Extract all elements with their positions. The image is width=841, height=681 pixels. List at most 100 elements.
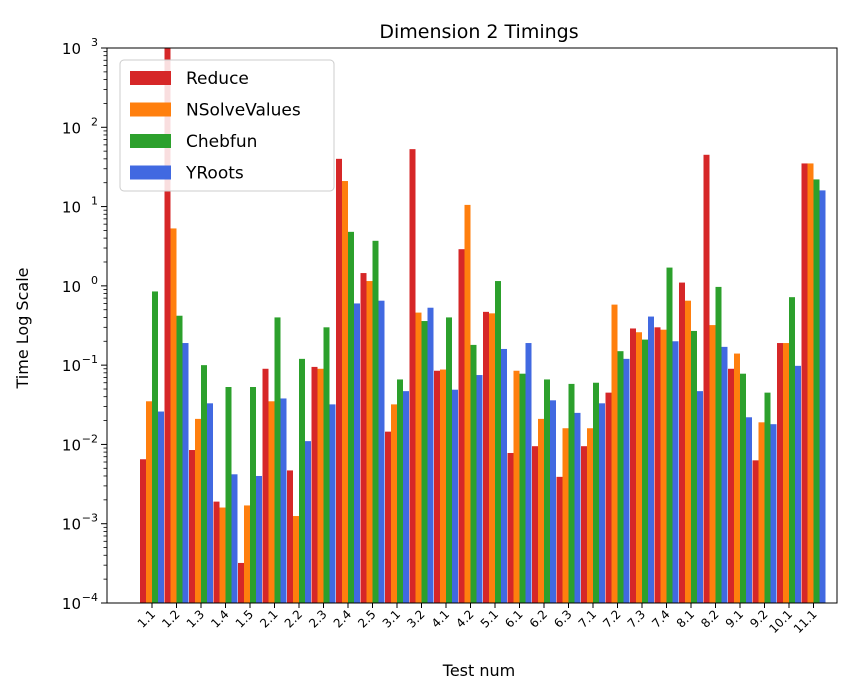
bar-NSolveValues-10.1	[783, 343, 789, 603]
bar-Reduce-9.1	[728, 368, 734, 603]
bar-NSolveValues-7.4	[660, 329, 667, 603]
bar-NSolveValues-9.1	[734, 353, 740, 603]
x-tick-label: 10.1	[766, 607, 795, 636]
bar-Chebfun-6.2	[544, 379, 550, 603]
bar-YRoots-9.2	[770, 424, 777, 603]
bar-YRoots-2.4	[354, 303, 360, 603]
x-tick-label: 1.1	[135, 607, 158, 630]
legend-label-Chebfun: Chebfun	[186, 132, 257, 152]
bar-Chebfun-10.1	[789, 297, 795, 603]
x-tick-label: 2.2	[282, 607, 305, 630]
bar-YRoots-1.1	[158, 411, 164, 603]
bar-Chebfun-4.2	[470, 344, 477, 603]
x-tick-label: 8.2	[698, 607, 721, 630]
bar-Chebfun-8.1	[691, 330, 697, 603]
bar-Chebfun-1.5	[250, 387, 256, 603]
bar-Reduce-2.2	[287, 470, 293, 603]
legend-label-YRoots: YRoots	[185, 164, 244, 184]
bar-NSolveValues-6.1	[513, 370, 520, 603]
bar-Reduce-11.1	[801, 163, 808, 603]
bar-YRoots-4.2	[476, 375, 483, 603]
x-tick-label: 2.4	[331, 607, 354, 630]
bar-NSolveValues-11.1	[807, 163, 814, 603]
x-axis-label: Test num	[442, 661, 515, 680]
x-tick-label: 1.4	[208, 607, 231, 630]
bar-NSolveValues-4.2	[464, 204, 471, 603]
y-tick-label: 10 1	[62, 195, 98, 217]
y-tick-label: 10−3	[62, 512, 98, 534]
bar-NSolveValues-2.3	[317, 368, 324, 603]
x-tick-label: 6.2	[527, 607, 550, 630]
x-tick-label: 2.5	[355, 607, 378, 630]
bar-YRoots-8.2	[721, 346, 728, 603]
bar-Reduce-6.3	[556, 476, 563, 603]
bar-NSolveValues-7.2	[611, 304, 618, 603]
bar-NSolveValues-2.1	[268, 401, 275, 603]
bar-NSolveValues-1.1	[146, 401, 152, 603]
x-tick-label: 7.4	[649, 607, 672, 630]
bar-YRoots-9.1	[746, 417, 752, 603]
bar-Reduce-3.2	[409, 149, 416, 603]
bar-Reduce-7.4	[654, 327, 661, 603]
bar-Reduce-10.1	[777, 343, 783, 603]
plot-frame	[106, 47, 838, 604]
bar-YRoots-2.5	[378, 300, 385, 603]
x-tick-label: 5.1	[478, 607, 501, 630]
x-tick-label: 3.1	[380, 607, 403, 630]
legend-swatch-Reduce	[130, 71, 171, 85]
bar-Reduce-4.1	[434, 370, 440, 603]
bar-Chebfun-2.3	[323, 327, 330, 603]
x-tick-label: 6.3	[551, 607, 574, 630]
bar-NSolveValues-3.1	[391, 404, 397, 603]
x-tick-label: 7.2	[600, 607, 623, 630]
bar-Chebfun-2.5	[372, 240, 379, 603]
bar-Chebfun-1.3	[201, 365, 207, 603]
bar-Reduce-8.1	[679, 282, 685, 603]
bar-NSolveValues-1.3	[195, 418, 201, 603]
bar-Reduce-2.4	[336, 158, 342, 603]
y-tick-label: 10−1	[62, 353, 98, 375]
y-tick-label: 10−4	[62, 591, 98, 613]
bar-Reduce-9.2	[752, 460, 759, 603]
x-tick-label: 2.3	[306, 607, 329, 630]
y-tick-label: 10 3	[62, 36, 98, 58]
legend-swatch-YRoots	[130, 165, 171, 180]
x-tick-label: 9.1	[723, 607, 746, 630]
bar-NSolveValues-7.1	[587, 428, 593, 603]
bar-YRoots-7.4	[672, 341, 679, 603]
bar-YRoots-6.3	[574, 412, 581, 603]
bar-YRoots-5.1	[501, 348, 507, 603]
bar-Reduce-7.3	[630, 328, 636, 603]
bar-YRoots-1.5	[256, 475, 262, 603]
bar-NSolveValues-1.4	[219, 507, 226, 603]
bar-YRoots-2.1	[280, 398, 287, 603]
bar-YRoots-2.3	[329, 404, 336, 603]
bar-Chebfun-3.2	[421, 321, 428, 603]
bar-Reduce-7.2	[605, 392, 612, 603]
bar-Chebfun-7.1	[593, 382, 599, 603]
bar-Reduce-6.2	[532, 446, 538, 603]
bar-YRoots-7.3	[648, 316, 654, 603]
bar-YRoots-10.1	[795, 365, 801, 603]
bars-group	[140, 48, 826, 604]
bar-YRoots-8.1	[697, 391, 703, 603]
legend-swatch-Chebfun	[130, 134, 171, 148]
y-tick-label: 10 0	[62, 274, 98, 296]
bar-YRoots-3.1	[403, 391, 409, 603]
x-tick-label: 4.1	[429, 607, 452, 630]
bar-Chebfun-4.1	[446, 317, 452, 603]
x-tick-label: 1.3	[184, 607, 207, 630]
bar-Chebfun-6.1	[519, 373, 526, 603]
bar-Chebfun-7.2	[617, 351, 624, 603]
bar-Reduce-1.3	[189, 450, 195, 603]
chart-title: Dimension 2 Timings	[379, 21, 578, 43]
bar-Reduce-1.4	[213, 501, 220, 603]
bar-YRoots-6.2	[550, 400, 556, 603]
bar-NSolveValues-4.1	[440, 369, 446, 603]
bar-NSolveValues-6.3	[562, 428, 569, 603]
x-tick-label: 6.1	[502, 607, 525, 630]
x-tick-label: 2.1	[257, 607, 280, 630]
bar-Reduce-1.1	[140, 459, 146, 603]
